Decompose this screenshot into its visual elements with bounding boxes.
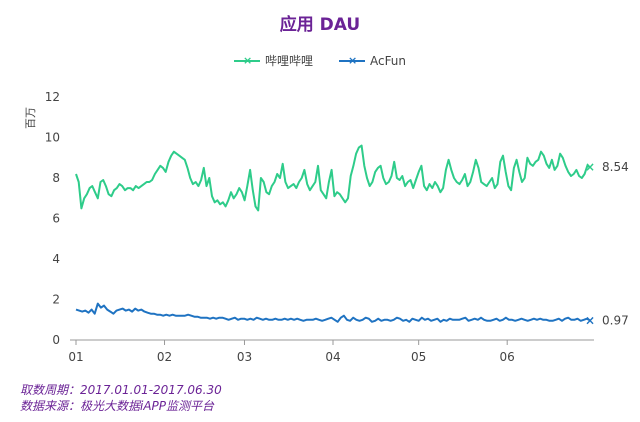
legend-label-bilibili: 哔哩哔哩 [264, 54, 313, 68]
footer-period: 取数周期：2017.01.01-2017.06.30 [20, 383, 222, 397]
series-end-marker-1: × [585, 313, 595, 327]
y-tick-label: 6 [52, 212, 60, 226]
series-end-marker-0: × [585, 160, 595, 174]
footer: 取数周期：2017.01.01-2017.06.30 数据来源：极光大数据iAP… [20, 382, 222, 414]
series-end-label-1: 0.97 [602, 313, 629, 327]
y-axis-label: 百万 [24, 107, 37, 129]
legend-swatch-acfun: × [338, 54, 365, 67]
legend-swatch-bilibili: × [233, 54, 260, 67]
footer-source: 数据来源：极光大数据iAPP监测平台 [20, 399, 215, 413]
series-end-label-0: 8.54 [602, 160, 629, 174]
series-line-1 [75, 302, 591, 323]
y-tick-label: 10 [45, 131, 60, 145]
legend: × 哔哩哔哩 × AcFun [0, 52, 640, 69]
y-tick-label: 0 [52, 333, 60, 347]
x-tick-label: 01 [68, 350, 83, 364]
y-tick-label: 4 [52, 252, 60, 266]
x-tick-label: 06 [500, 350, 515, 364]
chart-title: 应用 DAU [279, 15, 361, 35]
x-tick-label: 03 [237, 350, 252, 364]
x-tick-label: 05 [411, 350, 426, 364]
y-tick-label: 12 [45, 90, 60, 104]
legend-item-bilibili: × 哔哩哔哩 [233, 52, 313, 69]
y-tick-label: 8 [52, 171, 60, 185]
x-tick-label: 02 [157, 350, 172, 364]
legend-label-acfun: AcFun [369, 53, 407, 68]
legend-item-acfun: × AcFun [338, 52, 407, 69]
x-tick-label: 04 [325, 350, 340, 364]
series-line-0 [75, 144, 591, 212]
y-tick-label: 2 [52, 293, 60, 307]
